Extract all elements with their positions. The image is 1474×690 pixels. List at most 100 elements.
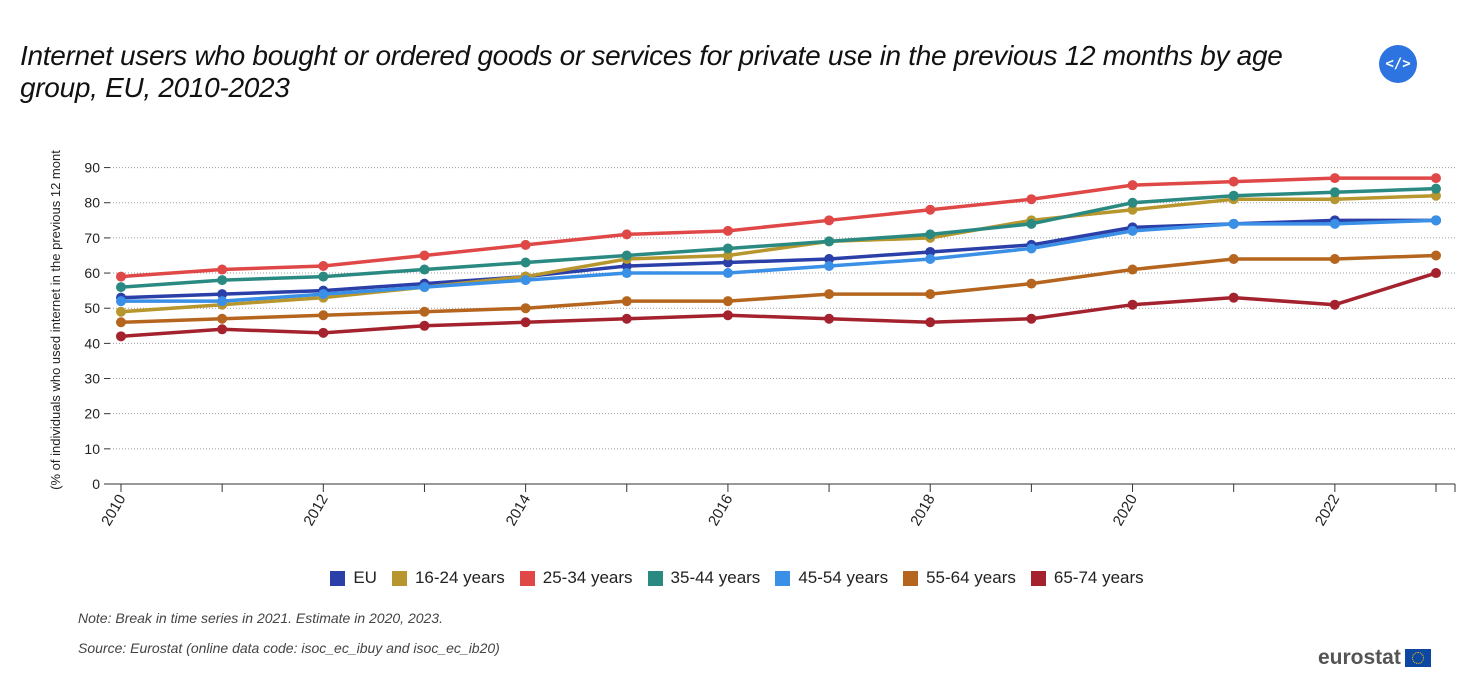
data-point[interactable] bbox=[1228, 176, 1239, 187]
data-point[interactable] bbox=[520, 275, 531, 286]
data-point[interactable] bbox=[722, 268, 733, 279]
data-point[interactable] bbox=[1228, 292, 1239, 303]
data-point[interactable] bbox=[1329, 173, 1340, 184]
data-point[interactable] bbox=[1431, 173, 1441, 184]
data-point[interactable] bbox=[1127, 204, 1138, 215]
data-point[interactable] bbox=[722, 225, 733, 236]
data-point[interactable] bbox=[824, 215, 835, 226]
data-point[interactable] bbox=[621, 296, 632, 307]
data-point[interactable] bbox=[318, 261, 329, 272]
series-line bbox=[120, 186, 1437, 289]
data-point[interactable] bbox=[1329, 299, 1340, 310]
data-point[interactable] bbox=[1026, 278, 1037, 289]
data-point[interactable] bbox=[722, 310, 733, 321]
data-point[interactable] bbox=[824, 261, 835, 272]
data-point[interactable] bbox=[116, 331, 126, 342]
data-point[interactable] bbox=[1329, 194, 1340, 205]
data-point[interactable] bbox=[1127, 225, 1138, 236]
data-point[interactable] bbox=[419, 264, 430, 275]
data-point[interactable] bbox=[1431, 190, 1441, 201]
data-point[interactable] bbox=[722, 243, 733, 254]
legend-swatch bbox=[330, 570, 346, 586]
legend-item[interactable]: 65-74 years bbox=[1030, 568, 1144, 588]
y-tick-label: 80 bbox=[84, 195, 100, 211]
data-point[interactable] bbox=[318, 271, 329, 282]
data-point[interactable] bbox=[520, 257, 531, 268]
note-text: Note: Break in time series in 2021. Esti… bbox=[78, 610, 443, 626]
legend-item[interactable]: 45-54 years bbox=[775, 568, 888, 588]
data-point[interactable] bbox=[722, 250, 733, 261]
x-tick-label: 2018 bbox=[907, 492, 938, 529]
data-point[interactable] bbox=[1431, 183, 1441, 194]
data-point[interactable] bbox=[925, 204, 936, 215]
data-point[interactable] bbox=[1127, 180, 1138, 191]
legend-swatch bbox=[519, 570, 535, 586]
embed-code-button[interactable]: </> bbox=[1379, 45, 1417, 83]
data-point[interactable] bbox=[824, 236, 835, 247]
data-point[interactable] bbox=[1127, 299, 1138, 310]
data-point[interactable] bbox=[824, 253, 835, 264]
data-point[interactable] bbox=[1228, 218, 1239, 229]
data-point[interactable] bbox=[116, 317, 126, 328]
data-point[interactable] bbox=[116, 282, 126, 293]
data-point[interactable] bbox=[520, 239, 531, 250]
data-point[interactable] bbox=[925, 253, 936, 264]
data-point[interactable] bbox=[116, 271, 126, 282]
data-point[interactable] bbox=[1329, 187, 1340, 198]
data-point[interactable] bbox=[1026, 313, 1037, 324]
data-point[interactable] bbox=[116, 296, 126, 307]
legend-item[interactable]: 25-34 years bbox=[519, 568, 633, 588]
data-point[interactable] bbox=[621, 313, 632, 324]
data-point[interactable] bbox=[318, 310, 329, 321]
data-point[interactable] bbox=[621, 261, 632, 272]
data-point[interactable] bbox=[419, 320, 430, 331]
series-line bbox=[120, 253, 1437, 325]
data-point[interactable] bbox=[520, 317, 531, 328]
data-point[interactable] bbox=[217, 275, 228, 286]
data-point[interactable] bbox=[824, 313, 835, 324]
data-point[interactable] bbox=[217, 324, 228, 335]
data-point[interactable] bbox=[318, 327, 329, 338]
data-point[interactable] bbox=[419, 306, 430, 317]
data-point[interactable] bbox=[1127, 264, 1138, 275]
data-point[interactable] bbox=[925, 229, 936, 240]
legend-item[interactable]: EU bbox=[330, 568, 377, 588]
data-point[interactable] bbox=[621, 250, 632, 261]
data-point[interactable] bbox=[1431, 268, 1441, 279]
data-point[interactable] bbox=[1026, 243, 1037, 254]
data-point[interactable] bbox=[419, 250, 430, 261]
legend-item[interactable]: 16-24 years bbox=[391, 568, 505, 588]
data-point[interactable] bbox=[722, 257, 733, 268]
series-55-64-years bbox=[116, 250, 1441, 328]
data-point[interactable] bbox=[925, 317, 936, 328]
data-point[interactable] bbox=[1329, 218, 1340, 229]
legend-swatch bbox=[391, 570, 407, 586]
data-point[interactable] bbox=[1431, 250, 1441, 261]
data-point[interactable] bbox=[1026, 194, 1037, 205]
data-point[interactable] bbox=[116, 306, 126, 317]
legend-item[interactable]: 35-44 years bbox=[647, 568, 761, 588]
data-point[interactable] bbox=[824, 289, 835, 300]
data-point[interactable] bbox=[217, 296, 228, 307]
data-point[interactable] bbox=[217, 264, 228, 275]
data-point[interactable] bbox=[621, 229, 632, 240]
x-axis: 2010 2012 2014 2016 2018 2020 2022 bbox=[98, 483, 1456, 529]
data-point[interactable] bbox=[1228, 253, 1239, 264]
legend-item[interactable]: 55-64 years bbox=[903, 568, 1016, 588]
data-point[interactable] bbox=[1228, 190, 1239, 201]
data-point[interactable] bbox=[1127, 197, 1138, 208]
data-point[interactable] bbox=[419, 282, 430, 293]
data-point[interactable] bbox=[925, 246, 936, 257]
data-point[interactable] bbox=[925, 289, 936, 300]
legend-label: 35-44 years bbox=[670, 568, 761, 587]
legend-label: 25-34 years bbox=[542, 568, 633, 587]
data-point[interactable] bbox=[1431, 215, 1441, 226]
data-point[interactable] bbox=[217, 313, 228, 324]
data-point[interactable] bbox=[318, 289, 329, 300]
data-point[interactable] bbox=[722, 296, 733, 307]
data-point[interactable] bbox=[1329, 253, 1340, 264]
data-point[interactable] bbox=[621, 268, 632, 279]
data-point[interactable] bbox=[217, 289, 228, 300]
data-point[interactable] bbox=[520, 303, 531, 314]
data-point[interactable] bbox=[1026, 218, 1037, 229]
